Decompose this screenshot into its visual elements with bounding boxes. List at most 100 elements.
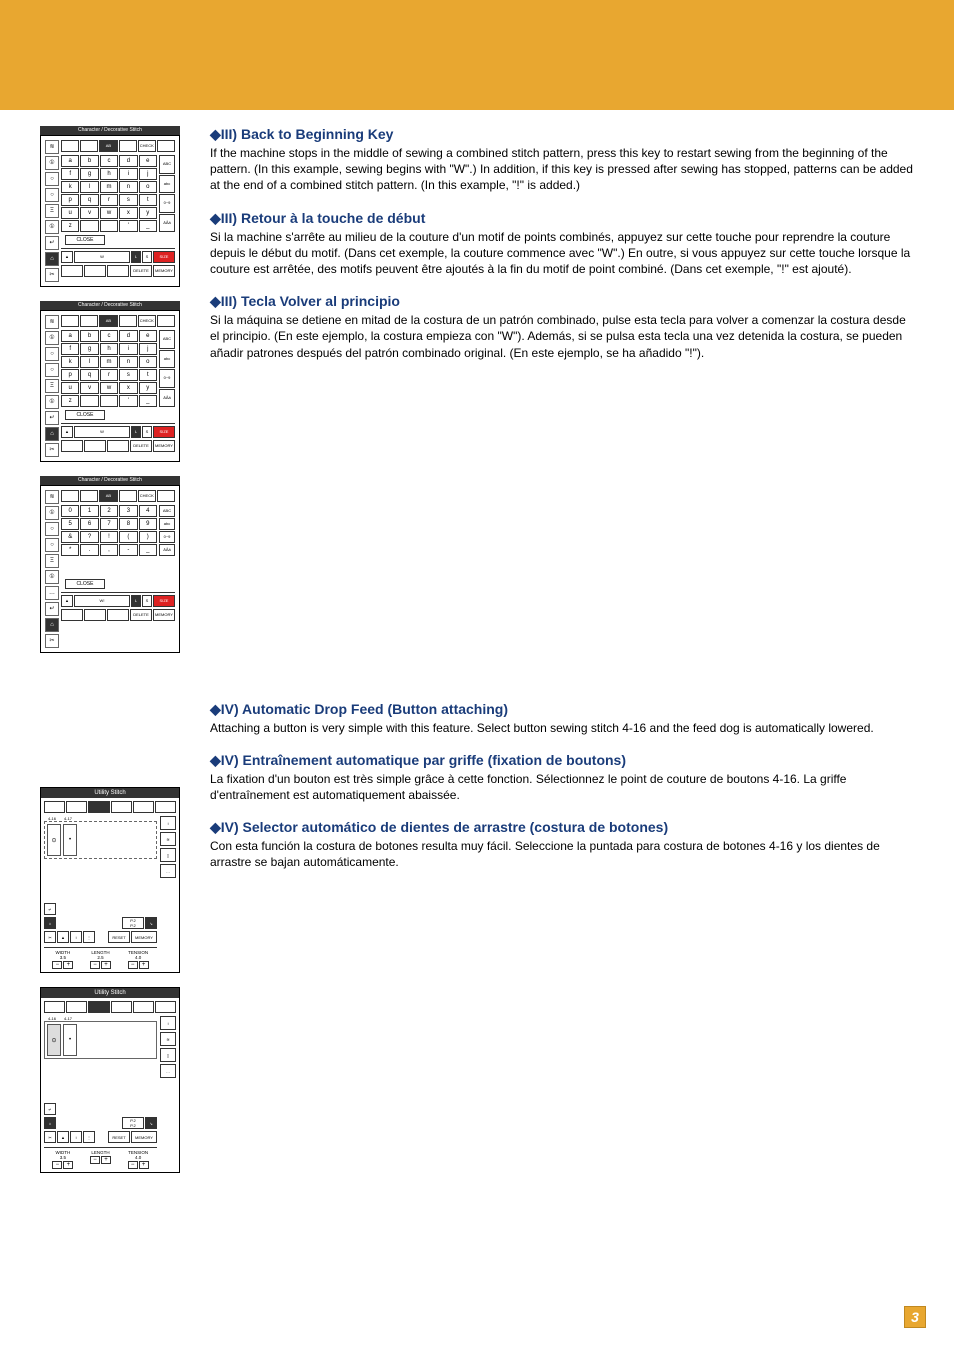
icon: ⌂	[44, 917, 56, 929]
key: w	[100, 382, 118, 394]
key: c	[100, 155, 118, 167]
ut	[133, 1001, 154, 1013]
key: i	[119, 343, 137, 355]
key: j	[139, 168, 157, 180]
arrow: ↘	[145, 917, 157, 929]
memory-btn: MEMORY	[153, 609, 175, 621]
char-panel-num: Character / Decorative Stitch ≋ ① ○ ○ Ξ …	[40, 476, 180, 653]
icon: ↵	[44, 903, 56, 915]
side-icon: ≋	[45, 490, 59, 504]
body-fr-iii: Si la machine s'arrête au milieu de la c…	[210, 229, 914, 278]
side-icon: ○	[45, 188, 59, 202]
util-title: Utility Stitch	[41, 988, 179, 998]
key: 2	[100, 505, 118, 517]
top-btn: AB	[99, 490, 117, 502]
marker: ◆IV)	[210, 701, 239, 717]
r-icon: …	[160, 864, 176, 878]
key: 4	[139, 505, 157, 517]
icon: ⌂	[44, 1117, 56, 1129]
ut	[155, 801, 176, 813]
key: e	[139, 155, 157, 167]
size-btn: SIZE	[153, 426, 175, 438]
heading-en-iv: ◆IV) Automatic Drop Feed (Button attachi…	[210, 701, 914, 718]
icon: ▲	[57, 1131, 69, 1143]
key: _	[139, 544, 157, 556]
key: t	[139, 369, 157, 381]
icon: ✂	[44, 1131, 56, 1143]
key: e	[139, 330, 157, 342]
key: ?	[80, 531, 98, 543]
key: v	[80, 207, 98, 219]
key: w	[100, 207, 118, 219]
page-content: Character / Decorative Stitch ≋ ① ○ ○ Ξ …	[0, 110, 954, 1187]
key: 0	[61, 505, 79, 517]
reset-btn: RESET	[108, 1131, 130, 1143]
stitch-label: 4-17	[64, 816, 72, 821]
key: l	[80, 356, 98, 368]
top-btn: AB	[99, 315, 117, 327]
key: _	[139, 220, 157, 232]
r-icon: ≋	[160, 1032, 176, 1046]
utility-panel-1: Utility Stitch 4-164-17 ⊙ •	[40, 787, 180, 973]
side-icon: Ξ	[45, 554, 59, 568]
marker: ◆III)	[210, 210, 237, 226]
ut	[44, 1001, 65, 1013]
title: Entraînement automatique par griffe (fix…	[243, 752, 626, 768]
side-icon: ⌂	[45, 252, 59, 266]
r-icon: …	[160, 1064, 176, 1078]
wlt-val: 4.0	[128, 1155, 149, 1160]
delete-btn: DELETE	[130, 609, 152, 621]
key: b	[80, 330, 98, 342]
key: b	[80, 155, 98, 167]
key: y	[139, 207, 157, 219]
top-banner	[0, 0, 954, 110]
char-panel-alpha-2: Character / Decorative Stitch ≋ ① ○ ○ Ξ …	[40, 301, 180, 462]
key: &	[61, 531, 79, 543]
bb-l: L	[131, 251, 141, 263]
size-btn: SIZE	[153, 595, 175, 607]
key: m	[100, 181, 118, 193]
side-icon: ○	[45, 538, 59, 552]
ut	[155, 1001, 176, 1013]
side-icon: ⌂	[45, 618, 59, 632]
side-icon: ①	[45, 220, 59, 234]
side-icon: ⌂	[45, 427, 59, 441]
plus: +	[139, 1161, 149, 1169]
key: *	[61, 544, 79, 556]
r-icon: ↕	[160, 816, 176, 830]
key: z	[61, 220, 79, 232]
stitch-icon: ⊙	[47, 824, 61, 856]
key: n	[119, 356, 137, 368]
icon: ▲	[57, 931, 69, 943]
key: r	[100, 194, 118, 206]
side-icon: Ξ	[45, 204, 59, 218]
r-icon: ▯	[160, 848, 176, 862]
top-btn	[61, 490, 79, 502]
key: p	[61, 369, 79, 381]
key: c	[100, 330, 118, 342]
icon: ↕	[70, 1131, 82, 1143]
r-icon: ≋	[160, 832, 176, 846]
size-btn: SIZE	[153, 251, 175, 263]
side-icon: ○	[45, 347, 59, 361]
icon: ✂	[44, 931, 56, 943]
key: p	[61, 194, 79, 206]
top-btn	[157, 490, 175, 502]
key: j	[139, 343, 157, 355]
side-icon: ①	[45, 570, 59, 584]
body-es-iv: Con esta función la costura de botones r…	[210, 838, 914, 870]
icon: ↵	[44, 1103, 56, 1115]
key: '	[119, 395, 137, 407]
close-btn: CLOSE	[65, 235, 105, 245]
side-icon: ①	[45, 395, 59, 409]
key: 3	[119, 505, 137, 517]
tab: abc	[159, 350, 175, 369]
marker: ◆IV)	[210, 819, 239, 835]
utility-panel-2: Utility Stitch 4-164-17 ⊙ •	[40, 987, 180, 1173]
r-icon: ▯	[160, 1048, 176, 1062]
side-icon: ○	[45, 172, 59, 186]
util-title: Utility Stitch	[41, 788, 179, 798]
key: _	[139, 395, 157, 407]
side-icon: …	[45, 586, 59, 600]
stitch-icon-selected: ⊙	[47, 1024, 61, 1056]
